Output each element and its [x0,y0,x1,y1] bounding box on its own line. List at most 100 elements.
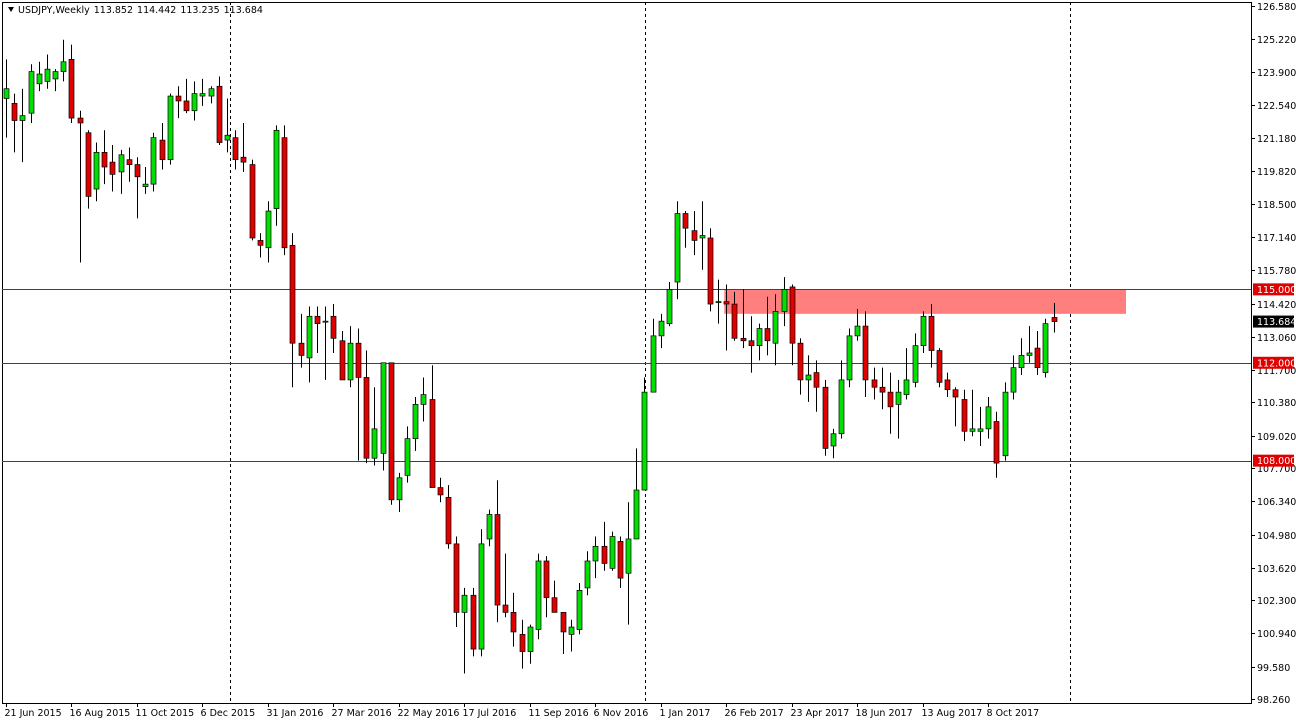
candle-body [298,342,305,356]
candle [77,110,84,263]
candle [977,406,984,446]
candle [862,311,869,398]
candle-body [101,151,108,168]
candle [985,397,992,439]
candle [764,296,771,356]
candle-body [830,433,837,447]
candle [576,583,583,635]
candle [60,39,67,82]
candle [707,228,714,312]
candle [543,556,550,618]
candle [453,536,460,628]
close-value: 113.684 [223,5,263,16]
dropdown-triangle-icon[interactable] [8,7,14,12]
candle [167,93,174,165]
candle [404,426,411,483]
level-label-box [1253,283,1294,296]
level-label-text: 108.000 [1257,456,1296,467]
candle [920,311,927,353]
candle [470,587,477,657]
chart-header: USDJPY,Weekly 113.852 114.442 113.235 113.68… [8,5,267,16]
price-axis-label: 102.300 [1257,596,1296,607]
candle [617,536,624,588]
candle-body [388,362,395,501]
candle [461,587,468,674]
candle-body [437,487,444,496]
open-value: 113.852 [93,5,134,16]
candle [682,211,689,248]
candle-body [175,95,182,102]
time-axis-label: 23 Apr 2017 [791,708,850,719]
candle-body [322,320,329,323]
candle-body [380,362,387,454]
candle [44,54,51,89]
price-axis-label: 114.420 [1257,300,1296,311]
candle-body [19,115,26,121]
candle-body [126,159,133,165]
time-axis-label: 8 Oct 2017 [987,708,1040,719]
candle [674,201,681,300]
candle [912,333,919,388]
candle-body [584,560,591,589]
symbol-label: USDJPY,Weekly [18,5,90,16]
price-axis-label: 113.060 [1257,333,1296,344]
candle [208,86,215,104]
price-axis-label: 126.580 [1257,2,1296,13]
candle [650,318,657,393]
candle-body [36,73,43,85]
candle [93,142,100,202]
candle-body [650,335,657,393]
candle [28,64,35,123]
candle [298,313,305,368]
price-axis-label: 115.780 [1257,266,1296,277]
candle-body [28,71,35,114]
candle [813,360,820,412]
candle-body [952,389,959,398]
candle-body [789,286,796,344]
candle-body [363,377,370,459]
candle-body [68,58,75,119]
candle-body [216,85,223,143]
candle [306,306,313,383]
candle [961,389,968,442]
candle-body [445,497,452,545]
price-axis-label: 98.260 [1257,695,1290,706]
candle-body [928,315,935,351]
candle [560,612,567,654]
candle-body [854,325,861,337]
level-label-box [1253,356,1294,369]
candle [1018,338,1025,376]
candle-body [510,612,517,633]
candle [846,328,853,388]
candle-body [60,61,67,72]
candle [928,304,935,368]
candle-body [470,594,477,650]
candle-body [249,164,256,239]
candle [191,81,198,121]
candle-body [543,560,550,599]
time-axis-label: 18 Jun 2017 [856,708,913,719]
candle [527,624,534,664]
candle-body [879,386,886,393]
candle [772,294,779,366]
candle-body [625,538,632,574]
candle-body [560,612,567,633]
candle-body [633,489,640,540]
candle [633,448,640,540]
candle-body [330,315,337,339]
plot-frame [2,2,1252,704]
candle [781,277,788,327]
level-label-text: 112.000 [1257,358,1296,369]
candle-body [592,545,599,562]
candle [952,387,959,427]
candle-body [77,117,84,124]
candle [486,509,493,547]
candle [240,122,247,172]
candle-body [1051,317,1058,322]
candle-body [453,543,460,613]
candle [510,592,517,647]
candle [314,306,321,353]
candle [936,348,943,388]
